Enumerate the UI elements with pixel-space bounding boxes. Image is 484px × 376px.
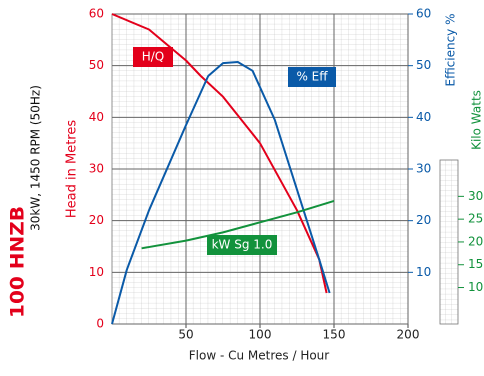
kw-scale-box bbox=[439, 159, 459, 325]
series-line bbox=[111, 13, 328, 294]
y2-tick-label: 10 bbox=[416, 265, 431, 279]
y3-axis-label: Kilo Watts bbox=[470, 90, 484, 150]
legend-label: kW Sg 1.0 bbox=[212, 238, 273, 252]
y-tick-label: 30 bbox=[89, 162, 104, 176]
y2-tick-label: 60 bbox=[416, 7, 431, 21]
x-tick-label: 150 bbox=[323, 328, 346, 342]
x-tick-label: 200 bbox=[397, 328, 420, 342]
x-tick-label: 100 bbox=[249, 328, 272, 342]
y2-tick-label: 20 bbox=[416, 213, 431, 227]
y-tick-label: 40 bbox=[89, 110, 104, 124]
x-axis-label: Flow - Cu Metres / Hour bbox=[189, 349, 330, 363]
y-tick-label: 20 bbox=[89, 213, 104, 227]
subtitle: 30kW, 1450 RPM (50Hz) bbox=[29, 85, 43, 231]
legend-box bbox=[133, 47, 173, 67]
title: 100 HNZB bbox=[7, 206, 29, 318]
series-line bbox=[141, 199, 335, 250]
y-axis-label: Head in Metres bbox=[65, 120, 80, 218]
y2-tick-label: 50 bbox=[416, 58, 431, 72]
y3-tick-label: 30 bbox=[468, 189, 483, 203]
y-tick-label: 60 bbox=[89, 7, 104, 21]
y3-tick-label: 10 bbox=[468, 280, 483, 294]
y2-tick-label: 30 bbox=[416, 162, 431, 176]
legend-box bbox=[288, 67, 336, 87]
x-tick-label: 50 bbox=[178, 328, 193, 342]
y-tick-label: 10 bbox=[89, 265, 104, 279]
y3-tick-label: 15 bbox=[468, 257, 483, 271]
y2-axis-label: Efficiency % bbox=[444, 13, 458, 86]
series-line bbox=[111, 61, 331, 325]
legend-label: H/Q bbox=[142, 50, 165, 64]
y-tick-label: 50 bbox=[89, 58, 104, 72]
y2-tick-label: 40 bbox=[416, 110, 431, 124]
y-tick-label: 0 bbox=[96, 317, 104, 331]
y3-tick-label: 25 bbox=[468, 212, 483, 226]
y3-tick-label: 20 bbox=[468, 234, 483, 248]
legend-box bbox=[207, 235, 277, 255]
legend-label: % Eff bbox=[296, 70, 328, 84]
